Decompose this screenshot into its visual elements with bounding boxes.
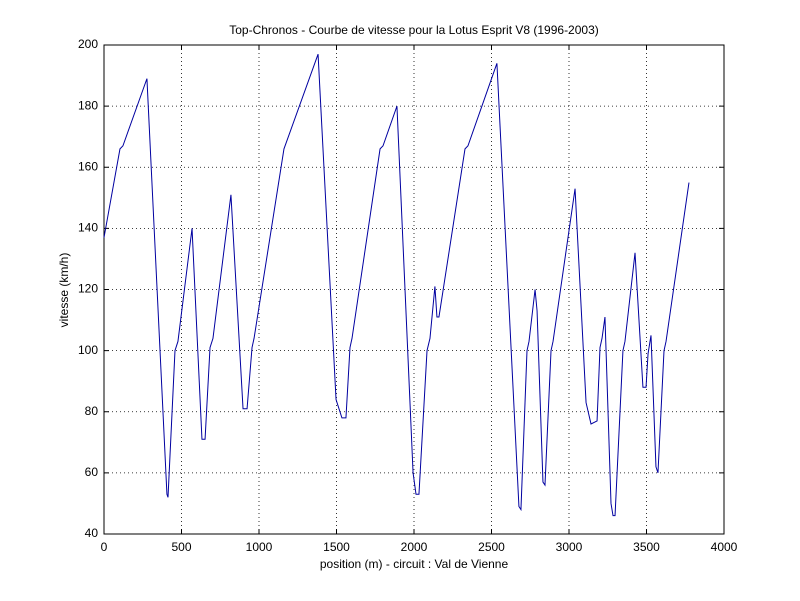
x-tick-label: 2000 bbox=[401, 540, 428, 554]
x-axis-label: position (m) - circuit : Val de Vienne bbox=[320, 557, 509, 571]
y-tick-label: 140 bbox=[78, 221, 98, 235]
y-tick-label: 60 bbox=[85, 465, 99, 479]
y-tick-label: 160 bbox=[78, 159, 98, 173]
x-tick-label: 0 bbox=[101, 540, 108, 554]
x-tick-label: 4000 bbox=[711, 540, 738, 554]
chart-title: Top-Chronos - Courbe de vitesse pour la … bbox=[229, 23, 599, 37]
y-tick-label: 100 bbox=[78, 343, 98, 357]
x-tick-label: 1500 bbox=[323, 540, 350, 554]
y-tick-label: 80 bbox=[85, 404, 99, 418]
x-tick-label: 3500 bbox=[633, 540, 660, 554]
x-tick-label: 500 bbox=[171, 540, 191, 554]
x-tick-label: 3000 bbox=[556, 540, 583, 554]
y-tick-label: 200 bbox=[78, 37, 98, 51]
plot-frame bbox=[103, 44, 725, 535]
y-axis-label: vitesse (km/h) bbox=[57, 253, 71, 328]
speed-line bbox=[103, 54, 690, 517]
y-tick-label: 40 bbox=[85, 526, 99, 540]
y-tick-label: 120 bbox=[78, 282, 98, 296]
y-tick-label: 180 bbox=[78, 98, 98, 112]
x-tick-label: 1000 bbox=[246, 540, 273, 554]
x-tick-label: 2500 bbox=[478, 540, 505, 554]
